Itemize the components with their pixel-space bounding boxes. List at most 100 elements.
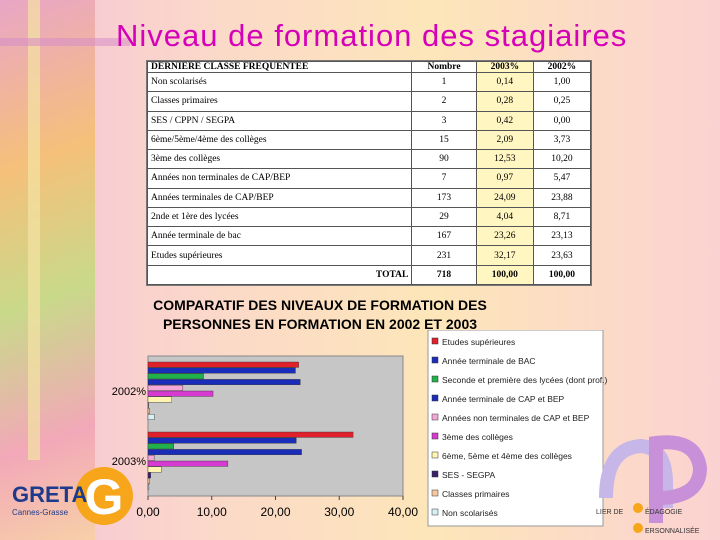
logo-text: ÉDAGOGIE xyxy=(645,507,683,516)
x-tick-label: 10,00 xyxy=(197,505,227,519)
bar-0-7 xyxy=(147,402,149,409)
data-table-panel: DERNIERE CLASSE FREQUENTEE Nombre 2003% … xyxy=(146,60,592,286)
table-cell: 29 xyxy=(411,206,477,228)
table-cell: 8,71 xyxy=(532,206,592,228)
column-header: Nombre xyxy=(411,61,477,73)
table-row: Années non terminales de CAP/BEP 7 0,97 5,4… xyxy=(146,168,592,189)
bar-1-0 xyxy=(147,431,354,438)
table-cell: 6ème/5ème/4ème des collèges xyxy=(146,129,413,151)
table-row: Etudes supérieures 231 32,17 23,63 xyxy=(146,245,592,266)
legend-label: Non scolarisés xyxy=(442,508,498,518)
table-cell: 0,25 xyxy=(532,91,592,112)
bar-0-3 xyxy=(147,379,301,386)
table-cell: 1 xyxy=(411,71,477,93)
column-header: 2002% xyxy=(532,61,592,73)
group-label: 2002% xyxy=(112,386,146,398)
table-cell: 167 xyxy=(411,226,477,247)
legend-label: Classes primaires xyxy=(442,489,510,499)
table-row: 3ème des collèges 90 12,53 10,20 xyxy=(146,149,592,170)
table-row: SES / CPPN / SEGPA 3 0,42 0,00 xyxy=(146,110,592,131)
logo-dot xyxy=(633,523,643,533)
bar-0-9 xyxy=(147,413,155,420)
logo-letter: G xyxy=(85,469,124,525)
legend-label: Année terminale de CAP et BEP xyxy=(442,394,565,404)
bar-1-2 xyxy=(147,443,174,450)
table-cell: 32,17 xyxy=(475,245,534,266)
table-row: 2nde et 1ère des lycées 29 4,04 8,71 xyxy=(146,206,592,228)
table-cell: 3ème des collèges xyxy=(146,149,413,170)
table-cell: 0,42 xyxy=(475,110,534,131)
bar-1-4 xyxy=(147,454,155,461)
table-cell: 4,04 xyxy=(475,206,534,228)
table-cell: SES / CPPN / SEGPA xyxy=(146,110,413,131)
table-cell: 2nde et 1ère des lycées xyxy=(146,206,413,228)
legend-label: Etudes supérieures xyxy=(442,337,515,347)
table-cell: Années terminales de CAP/BEP xyxy=(146,187,413,208)
table-cell: 5,47 xyxy=(532,168,592,189)
legend-swatch xyxy=(431,394,439,402)
column-header: DERNIERE CLASSE FREQUENTEE xyxy=(146,61,413,73)
bar-1-7 xyxy=(147,472,151,479)
logo-shape xyxy=(649,435,708,523)
legend-label: SES - SEGPA xyxy=(442,470,496,480)
logo-text: LIER DE xyxy=(596,509,624,516)
table-cell: 12,53 xyxy=(475,149,534,170)
logo-circle xyxy=(75,467,133,525)
legend-swatch xyxy=(431,413,439,421)
bar-0-1 xyxy=(147,367,296,374)
table-cell: 718 xyxy=(411,264,477,286)
group-label: 2003% xyxy=(112,456,146,468)
legend-swatch xyxy=(431,432,439,440)
bar-chart: 0,00 10,00 20,00 30,00 40,00 2002% 2003% Etudes… xyxy=(112,330,608,527)
table-cell: 0,14 xyxy=(475,71,534,93)
table-total-row: TOTAL 718 100,00 100,00 xyxy=(146,264,592,286)
table-cell: 2 xyxy=(411,91,477,112)
logo-text: ERSONNALISÉE xyxy=(645,526,700,535)
legend-swatch xyxy=(431,489,439,497)
legend-swatch xyxy=(431,375,439,383)
table-row: Années terminales de CAP/BEP 173 24,09 23,8… xyxy=(146,187,592,208)
table-cell: 100,00 xyxy=(475,264,534,286)
table-cell: 100,00 xyxy=(532,264,592,286)
table-row: Année terminale de bac 167 23,26 23,13 xyxy=(146,226,592,247)
bar-1-9 xyxy=(147,483,150,490)
logo-shape xyxy=(599,438,673,508)
legend-swatch xyxy=(431,470,439,478)
logo-brand: GRETA xyxy=(12,482,87,507)
table-cell: 23,63 xyxy=(532,245,592,266)
bar-0-6 xyxy=(147,396,172,403)
page-title: Niveau de formation des stagiaires xyxy=(116,18,628,53)
table-cell: 23,13 xyxy=(532,226,592,247)
logo-subtitle: Cannes-Grasse xyxy=(12,508,69,517)
table-cell: 15 xyxy=(411,129,477,151)
table-cell: Non scolarisés xyxy=(146,71,413,93)
table-cell: Etudes supérieures xyxy=(146,245,413,266)
bar-0-8 xyxy=(147,408,150,415)
bar-0-2 xyxy=(147,373,204,380)
x-tick-label: 40,00 xyxy=(388,505,418,519)
table-cell: Années non terminales de CAP/BEP xyxy=(146,168,413,189)
greta-logo: G GRETA Cannes-Grasse xyxy=(12,467,133,525)
decorative-side-strip xyxy=(0,0,130,540)
table-cell: 23,26 xyxy=(475,226,534,247)
table-cell: 0,97 xyxy=(475,168,534,189)
table-cell: 90 xyxy=(411,149,477,170)
table-cell: 231 xyxy=(411,245,477,266)
legend-label: Année terminale de BAC xyxy=(442,356,536,366)
bar-1-8 xyxy=(147,478,150,484)
table-cell: Année terminale de bac xyxy=(146,226,413,247)
column-header: 2003% xyxy=(475,61,534,73)
legend-swatch xyxy=(431,356,439,364)
bar-0-5 xyxy=(147,390,214,397)
table-cell: 24,09 xyxy=(475,187,534,208)
table-cell: TOTAL xyxy=(146,264,413,286)
logo-dot xyxy=(633,503,643,513)
table-row: 6ème/5ème/4ème des collèges 15 2,09 3,73 xyxy=(146,129,592,151)
table-cell: 3,73 xyxy=(532,129,592,151)
decorative-bar xyxy=(0,38,130,46)
table-cell: 1,00 xyxy=(532,71,592,93)
bar-1-1 xyxy=(147,437,297,444)
chart-title-line: COMPARATIF DES NIVEAUX DE FORMATION DES xyxy=(153,297,487,313)
legend-label: 6ème, 5ème et 4ème des collèges xyxy=(442,451,572,461)
table-cell: 7 xyxy=(411,168,477,189)
